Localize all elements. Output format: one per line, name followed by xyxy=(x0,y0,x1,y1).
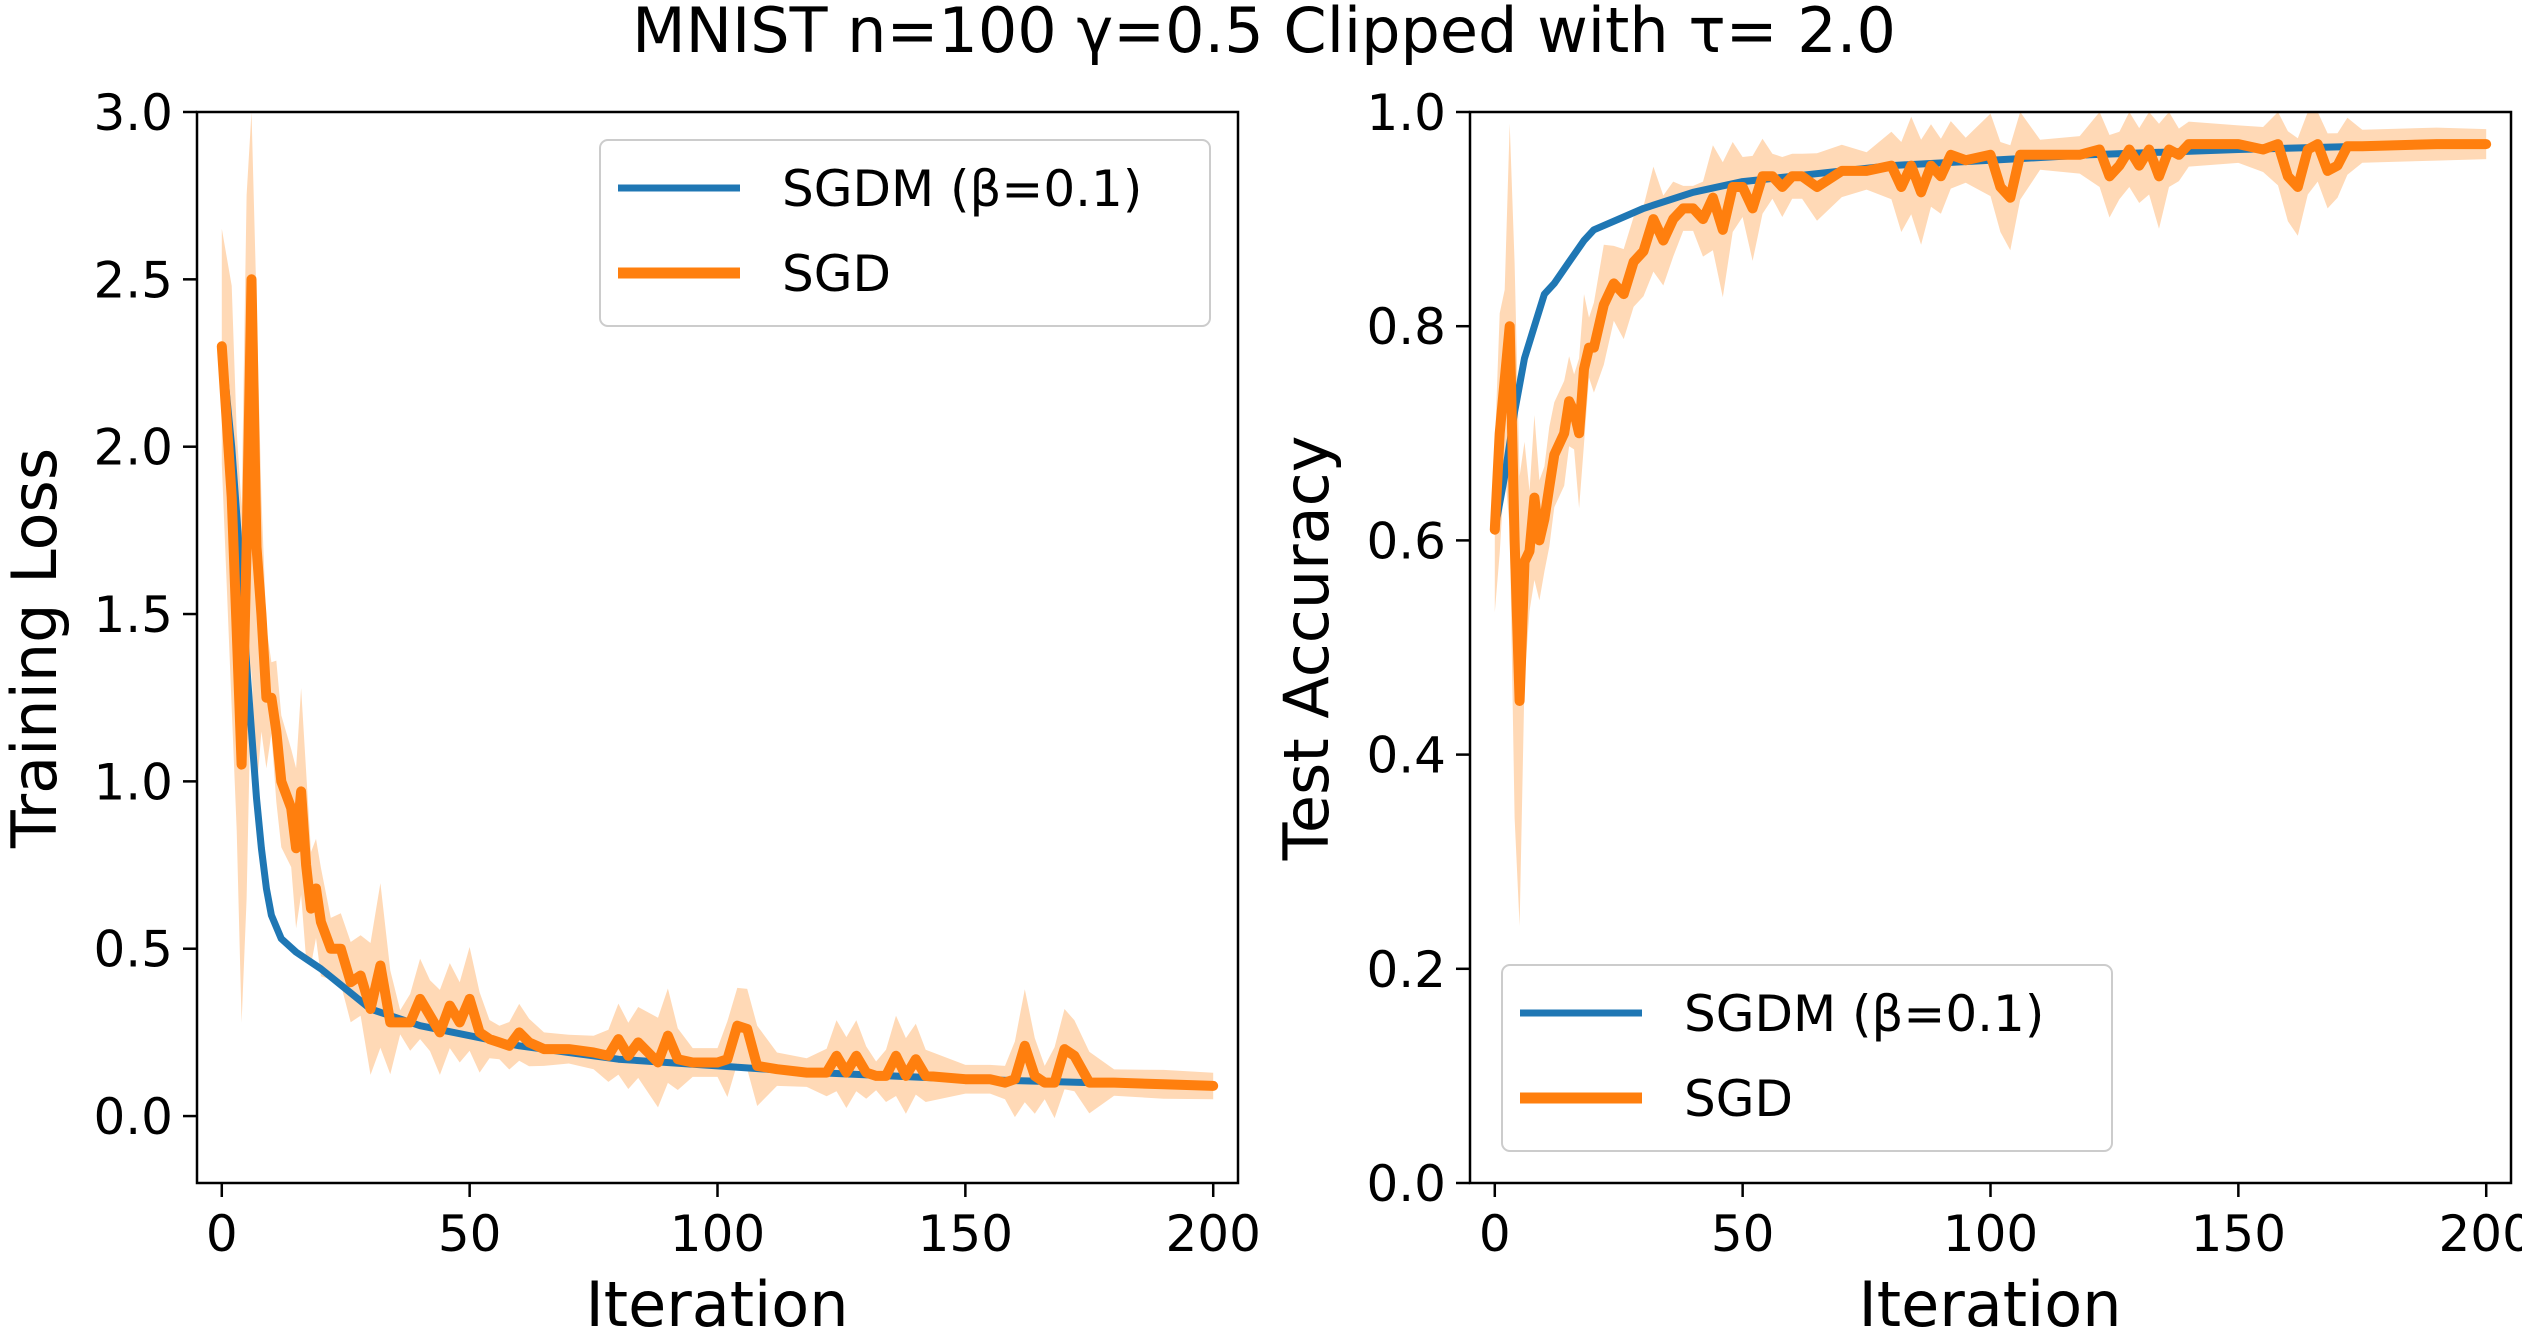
y-tick-label: 0.0 xyxy=(1366,1155,1446,1213)
legend-sgdm-label: SGDM (β=0.1) xyxy=(782,160,1142,218)
x-tick-label: 50 xyxy=(1711,1205,1775,1263)
sgd-variance-band xyxy=(1494,112,2487,926)
y-axis-ticks: 0.0 0.5 1.0 1.5 2.0 2.5 3.0 xyxy=(93,84,197,1146)
legend-frame xyxy=(1501,964,2113,1152)
y-tick-label: 1.0 xyxy=(93,753,173,811)
series-line-sgdm xyxy=(1491,140,2490,534)
y-tick-label: 0.5 xyxy=(93,921,173,979)
y-axis-label: Test Accuracy xyxy=(1270,436,1343,862)
y-tick-label: 2.5 xyxy=(93,251,173,309)
x-tick-label: 200 xyxy=(2438,1205,2522,1263)
y-tick-label: 1.5 xyxy=(93,586,173,644)
legend-sgd-label: SGD xyxy=(1684,1070,1793,1128)
y-tick-label: 0.6 xyxy=(1366,512,1446,570)
sgd-band-area xyxy=(1494,112,2487,926)
x-tick-label: 0 xyxy=(1479,1205,1511,1263)
x-axis-label: Iteration xyxy=(586,1268,849,1341)
legend: SGDM (β=0.1) SGD xyxy=(599,139,1211,327)
x-tick-label: 150 xyxy=(2191,1205,2286,1263)
x-tick-label: 200 xyxy=(1165,1205,1260,1263)
x-tick-label: 0 xyxy=(206,1205,238,1263)
x-tick-label: 150 xyxy=(918,1205,1013,1263)
chart-test-accuracy: 0 50 100 150 200 0.0 0.2 0.4 0.6 0.8 1.0 Iteratio… xyxy=(1270,84,2522,1341)
x-axis-label: Iteration xyxy=(1859,1268,2122,1341)
series-line-sgd xyxy=(216,274,1219,1091)
x-axis-ticks: 0 50 100 150 200 xyxy=(206,1183,1261,1263)
legend-frame xyxy=(599,139,1211,327)
y-tick-label: 0.4 xyxy=(1366,727,1446,785)
x-tick-label: 100 xyxy=(670,1205,765,1263)
legend: SGDM (β=0.1) SGD xyxy=(1501,964,2113,1152)
legend-sgd-label: SGD xyxy=(782,245,891,303)
legend-sgdm-label: SGDM (β=0.1) xyxy=(1684,985,2044,1043)
y-tick-label: 0.8 xyxy=(1366,298,1446,356)
x-tick-label: 100 xyxy=(1943,1205,2038,1263)
y-axis-ticks: 0.0 0.2 0.4 0.6 0.8 1.0 xyxy=(1366,84,1470,1213)
y-tick-label: 0.0 xyxy=(93,1088,173,1146)
figure-title: MNIST n=100 γ=0.5 Clipped with τ= 2.0 xyxy=(632,0,1896,67)
x-axis-ticks: 0 50 100 150 200 xyxy=(1479,1183,2522,1263)
y-axis-label: Training Loss xyxy=(0,448,71,849)
y-tick-label: 1.0 xyxy=(1366,84,1446,142)
y-tick-label: 2.0 xyxy=(93,419,173,477)
y-tick-label: 3.0 xyxy=(93,84,173,142)
series-line-sgd xyxy=(1489,139,2492,706)
y-tick-label: 0.2 xyxy=(1366,941,1446,999)
series-line-sgdm xyxy=(218,342,1217,1090)
plot-lines xyxy=(1489,139,2492,706)
plot-lines xyxy=(216,274,1219,1091)
x-tick-label: 50 xyxy=(438,1205,502,1263)
chart-training-loss: 0 50 100 150 200 0.0 0.5 1.0 1.5 2.0 2.5 3.0 Itera… xyxy=(0,84,1261,1341)
